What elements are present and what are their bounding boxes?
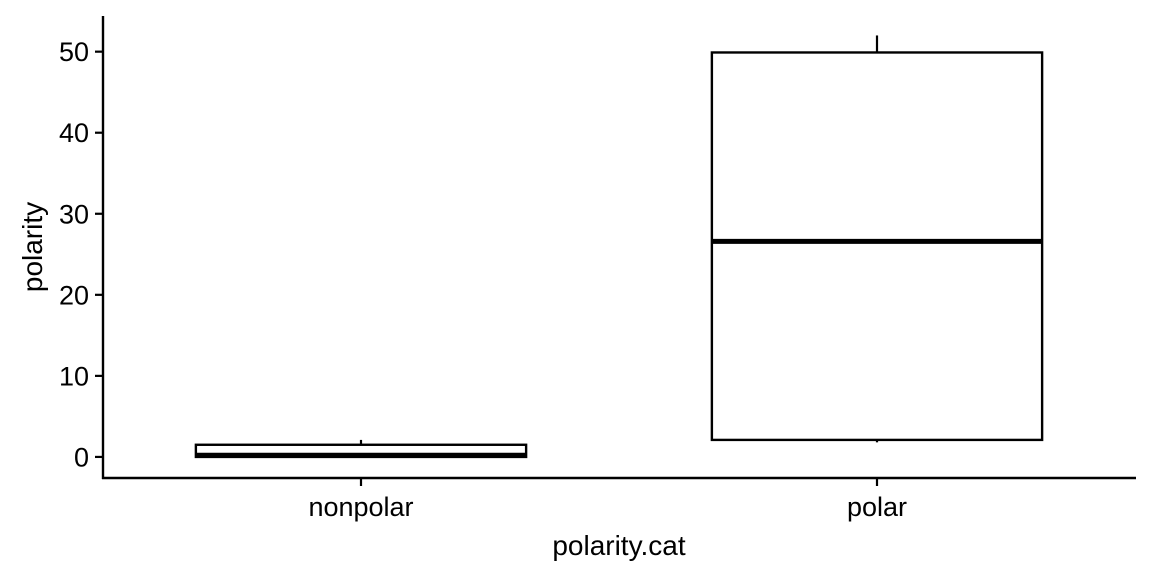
x-tick-label: nonpolar <box>308 492 413 522</box>
y-tick-label: 0 <box>74 442 89 472</box>
plot-area <box>194 35 1044 459</box>
box-polar <box>710 51 1044 442</box>
y-tick-label: 10 <box>59 361 89 391</box>
y-tick-label: 40 <box>59 118 89 148</box>
y-tick-label: 50 <box>59 37 89 67</box>
x-tick-label: polar <box>847 492 907 522</box>
y-tick-label: 30 <box>59 199 89 229</box>
x-axis-title: polarity.cat <box>552 530 686 561</box>
x-axis-ticks: nonpolar polar <box>308 478 907 522</box>
y-tick-label: 20 <box>59 280 89 310</box>
y-axis-ticks: 0 10 20 30 40 50 <box>59 37 103 472</box>
y-axis-title: polarity <box>17 202 48 292</box>
